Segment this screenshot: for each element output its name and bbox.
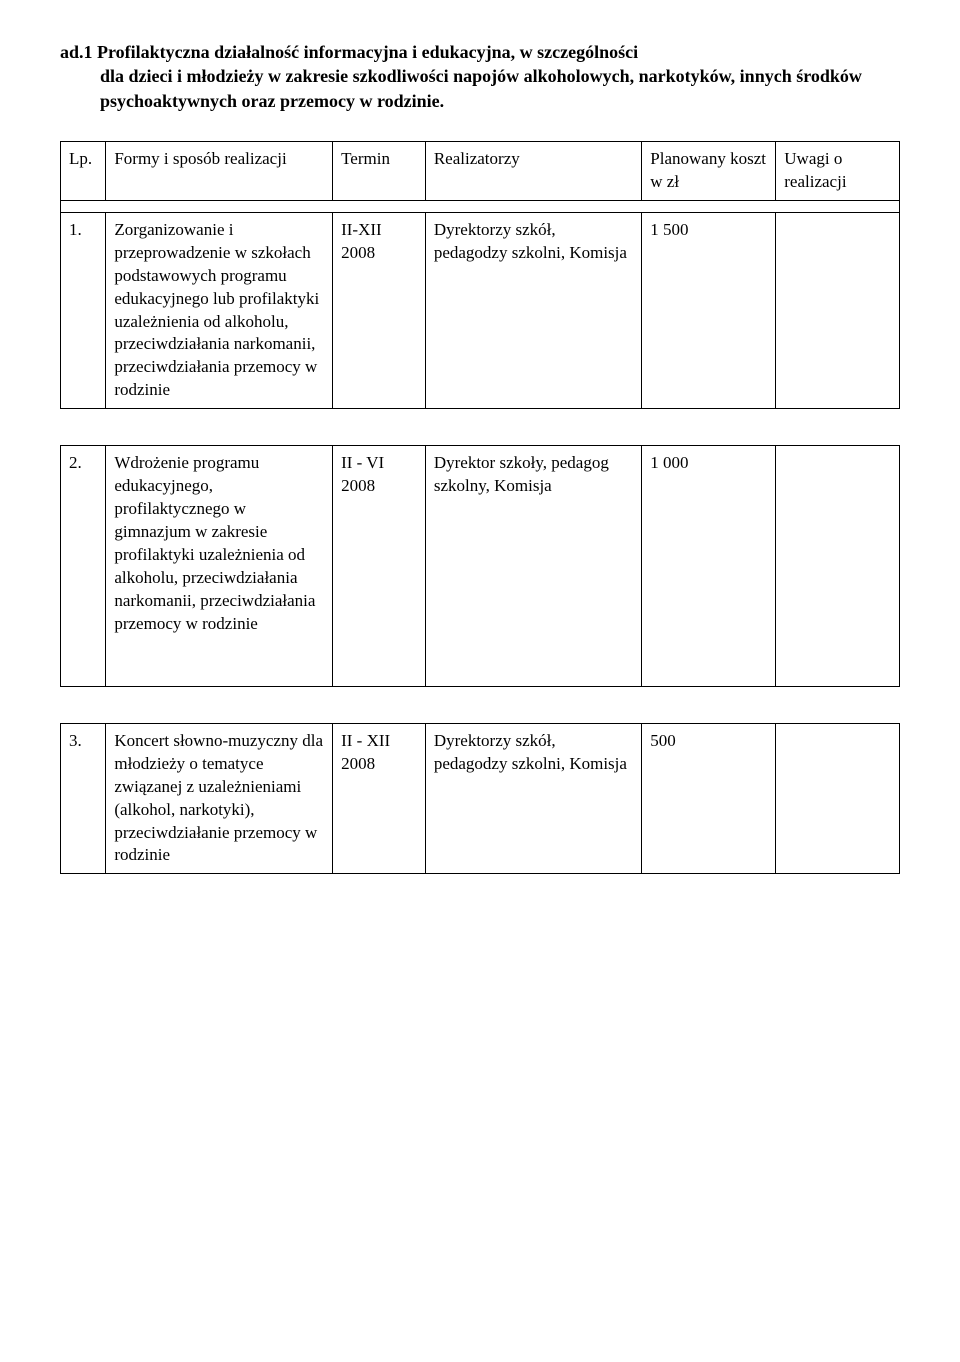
cell-termin: II - VI 2008: [333, 446, 426, 687]
table-row: 1. Zorganizowanie i przeprowadzenie w sz…: [61, 212, 900, 409]
cell-uwagi: [776, 212, 900, 409]
table-spacer-row: [61, 200, 900, 212]
cell-formy: Wdrożenie programu edukacyjnego, profila…: [106, 446, 333, 687]
cell-termin: II - XII 2008: [333, 723, 426, 874]
cell-realizatorzy: Dyrektorzy szkół, pedagodzy szkolni, Kom…: [425, 212, 641, 409]
cell-koszt: 1 000: [642, 446, 776, 687]
header-lp: Lp.: [61, 141, 106, 200]
cell-lp: 2.: [61, 446, 106, 687]
cell-koszt: 1 500: [642, 212, 776, 409]
cell-formy: Zorganizowanie i przeprowadzenie w szkoł…: [106, 212, 333, 409]
table-row: 3. Koncert słowno-muzyczny dla młodzieży…: [61, 723, 900, 874]
header-realizatorzy: Realizatorzy: [425, 141, 641, 200]
cell-realizatorzy: Dyrektorzy szkół, pedagodzy szkolni, Kom…: [425, 723, 641, 874]
header-termin: Termin: [333, 141, 426, 200]
table-3: 3. Koncert słowno-muzyczny dla młodzieży…: [60, 723, 900, 875]
heading-line2: dla dzieci i młodzieży w zakresie szkodl…: [60, 64, 900, 113]
header-koszt: Planowany koszt w zł: [642, 141, 776, 200]
cell-uwagi: [776, 723, 900, 874]
section-heading: ad.1 Profilaktyczna działalność informac…: [60, 40, 900, 113]
table-header-row: Lp. Formy i sposób realizacji Termin Rea…: [61, 141, 900, 200]
cell-lp: 3.: [61, 723, 106, 874]
cell-uwagi: [776, 446, 900, 687]
table-2: 2. Wdrożenie programu edukacyjnego, prof…: [60, 445, 900, 687]
cell-koszt: 500: [642, 723, 776, 874]
table-1: Lp. Formy i sposób realizacji Termin Rea…: [60, 141, 900, 409]
cell-realizatorzy: Dyrektor szkoły, pedagog szkolny, Komisj…: [425, 446, 641, 687]
header-formy: Formy i sposób realizacji: [106, 141, 333, 200]
header-uwagi: Uwagi o realizacji: [776, 141, 900, 200]
cell-lp: 1.: [61, 212, 106, 409]
cell-termin: II-XII 2008: [333, 212, 426, 409]
heading-line1: ad.1 Profilaktyczna działalność informac…: [60, 42, 638, 62]
table-row: 2. Wdrożenie programu edukacyjnego, prof…: [61, 446, 900, 687]
cell-formy: Koncert słowno-muzyczny dla młodzieży o …: [106, 723, 333, 874]
